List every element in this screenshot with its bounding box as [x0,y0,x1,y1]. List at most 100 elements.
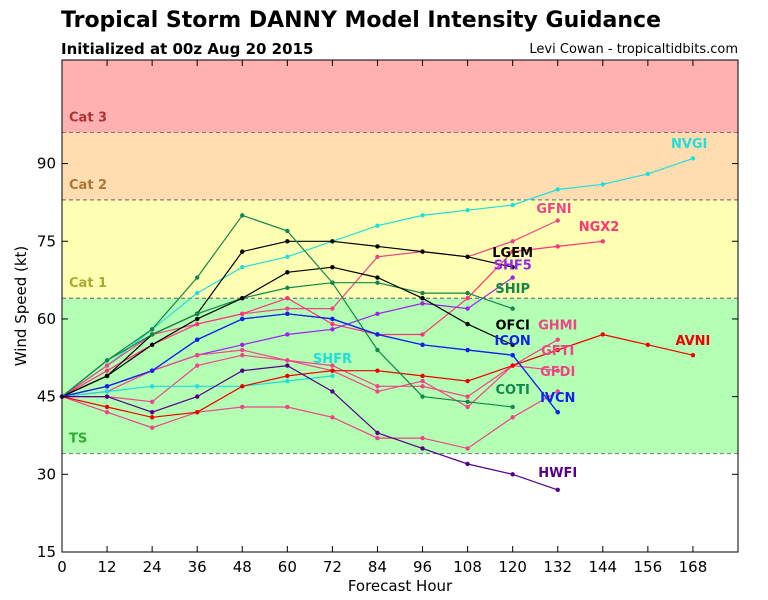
data-point-coti [375,347,380,353]
x-tick-label: 108 [453,558,482,576]
data-point-lgem [465,254,470,259]
data-point-gfni [555,218,560,223]
data-point-ngx2 [465,296,470,301]
data-point-ofci [149,342,155,348]
data-point-ghmi [240,353,245,358]
band-cat-3 [62,60,738,133]
band-ts [62,298,738,454]
series-label-ship: SHIP [495,282,530,297]
data-point-coti [149,327,155,332]
series-line-gfni [61,219,558,398]
data-point-ivcn [375,332,380,337]
data-point-gfti [330,363,335,368]
x-tick-label: 0 [57,558,67,576]
data-point-ship [420,290,425,296]
band-label: TS [69,432,87,447]
y-tick-label: 60 [37,310,56,328]
data-point-gfdi [240,404,245,410]
data-point-nvgi [690,156,696,161]
x-tick-label: 24 [143,558,162,576]
data-point-ngx2 [285,296,290,301]
data-point-ofci [330,264,335,270]
data-point-shf5 [330,327,335,332]
series-label-lgem: LGEM [492,246,533,261]
data-point-ghmi [149,399,155,405]
x-tick-label: 144 [588,558,617,576]
data-point-gfni [510,239,515,244]
data-point-ofci [104,373,110,379]
data-point-ship [285,285,290,291]
data-point-avni [104,404,110,410]
data-point-ship [195,311,200,316]
data-point-gfdi [149,425,155,430]
data-point-lgem [375,244,380,249]
series-label-shf5: SHF5 [494,259,532,274]
data-point-gfdi [510,415,515,420]
data-point-ngx2 [510,249,515,254]
data-point-nvgi [375,223,380,228]
x-tick-label: 84 [368,558,387,576]
series-line-ivcn [61,313,559,413]
data-point-avni [555,347,560,353]
data-point-avni [510,363,515,368]
series-label-ofci: OFCI [496,318,530,333]
data-point-coti [420,394,425,399]
data-point-ship [149,332,155,337]
data-point-avni [465,378,470,384]
data-point-shf5 [465,306,470,311]
data-point-nvgi [510,202,515,208]
x-tick-label: 96 [413,558,432,576]
data-point-avni [600,332,605,337]
data-point-ghmi [465,404,470,410]
band-label: Cat 1 [69,276,107,291]
series-label-avni: AVNI [675,334,710,349]
series-label-ghmi: GHMI [538,318,577,333]
data-point-avni [240,384,245,389]
x-tick-label: 156 [634,558,663,576]
series-line-ghmi [62,339,558,408]
x-tick-label: 132 [543,558,572,576]
data-point-shfr [330,373,335,379]
data-point-gfni [104,363,110,368]
data-point-nvgi [555,187,560,192]
chart-title: Tropical Storm DANNY Model Intensity Gui… [61,8,661,33]
x-tick-label: 36 [188,558,207,576]
data-point-coti [240,213,245,218]
y-tick-label: 30 [37,465,56,483]
data-point-avni [645,342,651,348]
data-point-ivcn [285,311,290,316]
data-point-coti [465,399,470,405]
data-point-ngx2 [104,368,110,373]
band-label: Cat 2 [69,178,107,193]
data-point-hwfi [149,409,155,415]
data-point-coti [510,404,515,410]
series-line-hwfi [62,364,558,491]
data-point-avni [375,368,380,373]
data-point-nvgi [645,171,651,177]
data-point-ghmi [195,363,200,368]
data-point-ngx2 [555,244,560,249]
data-point-ofci [465,321,470,327]
data-point-lgem [285,239,290,244]
series-label-icon: ICON [495,334,531,349]
data-point-ofci [375,275,380,280]
data-point-ivcn [104,384,110,389]
chart-credit: Levi Cowan - tropicaltidbits.com [529,42,738,57]
data-point-hwfi [240,368,245,373]
data-point-gfdi [104,409,110,415]
data-point-ofci [240,296,245,301]
data-point-ofci [420,296,425,301]
data-point-hwfi [555,487,560,493]
data-point-hwfi [104,394,110,399]
data-point-ivcn [420,342,425,348]
x-tick-label: 48 [233,558,252,576]
data-point-shfr [104,389,110,394]
y-axis-label: Wind Speed (kt) [12,246,30,367]
x-axis-label: Forecast Hour [348,577,453,595]
data-point-hwfi [330,389,335,394]
series-line-gfti [61,349,558,398]
data-point-ivcn [510,353,515,358]
data-point-shfr [195,384,200,389]
plot-frame [61,59,739,553]
